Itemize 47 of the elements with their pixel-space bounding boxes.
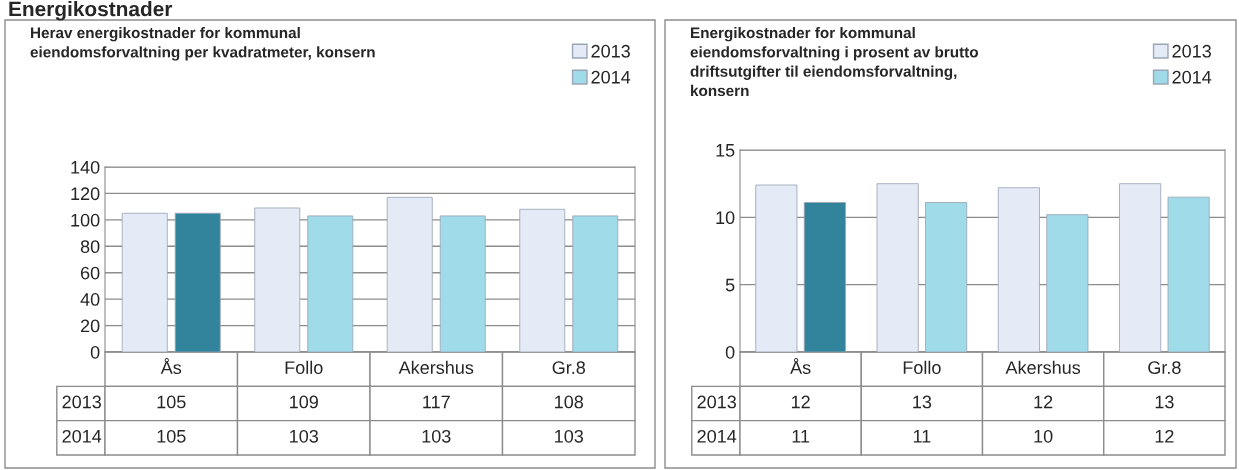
y-tick-label: 20 — [80, 319, 100, 333]
x-tick-label: Follo — [285, 360, 323, 375]
data-label: 117 — [423, 395, 450, 409]
text: 2013 — [697, 395, 736, 409]
text: Energikostnader — [9, 1, 173, 21]
data-label: 103 — [422, 429, 451, 443]
data-label: 11 — [913, 430, 931, 443]
y-tick-label: 100 — [71, 213, 100, 227]
chart-title: Energikostnader for kommunal eiendomsforvaltning i prosent av brutto driftsutgifter til eiendomsforvaltning, konsern — [690, 27, 979, 97]
data-label: 11 — [792, 430, 810, 443]
data-label: 12 — [1034, 395, 1053, 409]
legend-label: 2014 — [1172, 70, 1212, 84]
y-tick-label: 80 — [80, 240, 100, 254]
x-tick-label: Follo — [903, 360, 941, 375]
data-label: 13 — [1155, 395, 1174, 409]
data-label: 12 — [791, 395, 810, 409]
text: 2013 — [62, 395, 101, 409]
data-label: 13 — [913, 395, 932, 409]
chart-title: Herav energikostnader for kommunal eiendomsforvaltning per kvadratmeter, konsern — [30, 27, 375, 61]
data-label: 105 — [157, 429, 186, 443]
y-tick-label: 0 — [725, 345, 735, 359]
y-tick-label: 0 — [90, 345, 100, 359]
legend-label: 2013 — [591, 44, 630, 58]
y-tick-label: 40 — [80, 293, 100, 306]
data-label: 12 — [1155, 429, 1174, 443]
legend-label: 2013 — [1172, 44, 1211, 58]
legend-label: 2014 — [591, 70, 631, 84]
y-tick-label: 120 — [71, 187, 100, 201]
y-tick-label: 15 — [716, 144, 735, 157]
x-tick-label: Ås — [790, 358, 811, 375]
y-tick-label: 140 — [71, 160, 100, 174]
text: 2014 — [697, 429, 737, 443]
data-label: 105 — [157, 395, 186, 409]
data-label: 103 — [555, 429, 584, 443]
y-tick-label: 5 — [725, 278, 735, 292]
x-tick-label: Gr.8 — [1148, 361, 1181, 375]
data-label: 10 — [1034, 429, 1053, 443]
x-tick-label: Akershus — [398, 360, 474, 375]
x-tick-label: Akershus — [1005, 360, 1081, 375]
data-label: 109 — [290, 395, 318, 409]
text: 2014 — [62, 429, 102, 443]
x-tick-label: Ås — [160, 358, 182, 375]
y-tick-label: 60 — [80, 266, 100, 280]
x-tick-label: Gr.8 — [552, 361, 586, 375]
y-tick-label: 10 — [716, 211, 735, 225]
data-label: 103 — [290, 429, 319, 443]
data-label: 108 — [555, 395, 584, 409]
